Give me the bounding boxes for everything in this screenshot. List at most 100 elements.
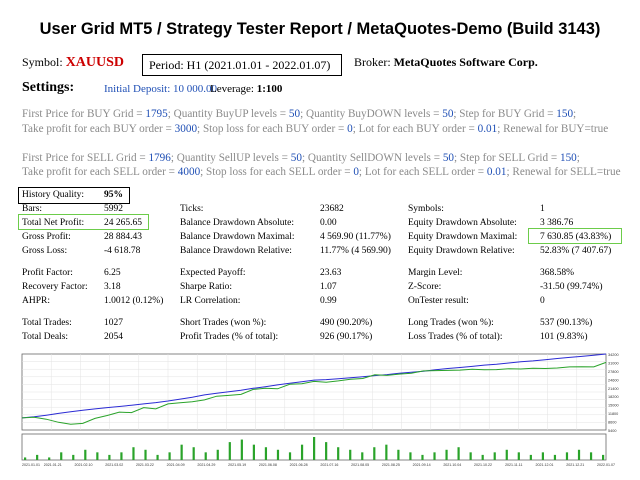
- y-tick-label: 24600: [608, 378, 619, 382]
- stat-label-net-profit: Total Net Profit:: [22, 218, 85, 228]
- history-quality-label: History Quality:: [22, 190, 85, 200]
- period-label: Period:: [149, 58, 184, 72]
- volume-bar: [553, 454, 557, 460]
- volume-bar: [457, 447, 460, 460]
- x-tick-label: 2021.12.21: [566, 463, 584, 467]
- volume-bar: [252, 444, 255, 460]
- volume-bar: [48, 457, 51, 460]
- stat-label-eq-dd-abs: Equity Drawdown Absolute:: [408, 218, 517, 228]
- volume-bar: [325, 442, 328, 460]
- x-tick-label: 2021.02.10: [74, 463, 92, 467]
- volume-bar: [529, 454, 532, 460]
- x-tick-label: 2021.08.25: [382, 463, 400, 467]
- param-text: ; Stop loss for each BUY order =: [197, 123, 348, 135]
- stat-label-bal-dd-abs: Balance Drawdown Absolute:: [180, 218, 294, 228]
- stat-label-long-trades: Long Trades (won %):: [408, 318, 494, 328]
- stat-value-bal-dd-abs: 0.00: [320, 218, 337, 228]
- param-text: ; Lot for each SELL order =: [358, 166, 487, 178]
- net-profit-highlight: [18, 214, 149, 230]
- param-text: ; Renewal for BUY=true: [497, 123, 609, 135]
- leverage: Leverage: 1:100: [210, 83, 282, 95]
- stat-label-margin-level: Margin Level:: [408, 268, 463, 278]
- stat-label-ontester: OnTester result:: [408, 296, 469, 306]
- stat-label-ahpr: AHPR:: [22, 296, 50, 306]
- stat-label-profit-trades: Profit Trades (% of total):: [180, 332, 279, 342]
- param-value: 50: [288, 108, 301, 120]
- stat-value-loss-trades: 101 (9.83%): [540, 332, 588, 342]
- settings-heading: Settings:: [22, 80, 75, 95]
- volume-bar: [192, 447, 195, 460]
- param-text: ;: [573, 108, 577, 120]
- stat-label-loss-trades: Loss Trades (% of total):: [408, 332, 503, 342]
- stat-value-bal-dd-rel: 11.77% (4 569.90): [320, 246, 391, 256]
- volume-bar: [276, 449, 280, 460]
- stat-label-profit-factor: Profit Factor:: [22, 268, 73, 278]
- stat-label-gross-profit: Gross Profit:: [22, 232, 71, 242]
- volume-bar: [433, 452, 436, 460]
- param-value: 1796: [148, 152, 171, 164]
- y-tick-label: 27800: [608, 370, 619, 374]
- leverage-label: Leverage:: [210, 83, 254, 95]
- stat-label-expected-payoff: Expected Payoff:: [180, 268, 246, 278]
- volume-bar: [144, 449, 147, 460]
- history-quality-value: 95%: [104, 190, 123, 200]
- param-text: Take profit for each SELL order =: [22, 166, 178, 178]
- symbol-label: Symbol:: [22, 55, 63, 69]
- param-text: Take profit for each BUY order =: [22, 123, 175, 135]
- broker-value: MetaQuotes Software Corp.: [393, 55, 538, 69]
- stat-value-total-trades: 1027: [104, 318, 123, 328]
- param-value: 0.01: [477, 123, 498, 135]
- x-tick-label: 2021.06.28: [290, 463, 308, 467]
- volume-bar: [409, 452, 412, 460]
- volume-bar: [108, 454, 111, 460]
- stat-label-bal-dd-rel: Balance Drawdown Relative:: [180, 246, 292, 256]
- period-box: Period: H1 (2021.01.01 - 2022.01.07): [142, 54, 342, 76]
- initial-deposit: Initial Deposit: 10 000.00: [104, 83, 218, 95]
- volume-bar: [96, 452, 99, 460]
- stat-value-bars: 5992: [104, 204, 123, 214]
- x-tick-label: 2021.11.11: [505, 463, 522, 467]
- param-value: 3000: [174, 123, 198, 135]
- stat-value-sharpe: 1.07: [320, 282, 337, 292]
- equity-line: [21, 361, 607, 425]
- volume-bar: [84, 449, 87, 460]
- x-tick-label: 2021.06.08: [259, 463, 277, 467]
- params-buy-line-2: Take profit for each BUY order = 3000; S…: [22, 123, 608, 135]
- report-title: User Grid MT5 / Strategy Tester Report /…: [39, 20, 601, 38]
- volume-bar: [204, 452, 207, 460]
- volume-bar: [216, 449, 219, 460]
- volume-bar: [168, 452, 171, 460]
- y-tick-label: 21400: [608, 387, 619, 391]
- param-value: 0: [347, 123, 353, 135]
- stat-label-recovery-factor: Recovery Factor:: [22, 282, 88, 292]
- volume-bar: [397, 449, 400, 460]
- volume-bar: [385, 444, 388, 460]
- volume-bar: [156, 454, 159, 460]
- y-tick-label: 18200: [608, 395, 619, 399]
- history-quality-box: [18, 187, 130, 204]
- stat-value-net-profit: 24 265.65: [104, 218, 142, 228]
- volume-bar: [541, 452, 544, 460]
- y-tick-label: 8600: [608, 421, 616, 425]
- y-tick-label: 5400: [608, 429, 616, 433]
- volume-bar: [469, 452, 472, 460]
- x-tick-label: 2021.01.21: [44, 463, 62, 467]
- symbol-value: XAUUSD: [65, 55, 125, 70]
- param-value: 150: [559, 152, 577, 164]
- param-text: ; Step for SELL Grid =: [454, 152, 560, 164]
- param-value: 50: [442, 108, 454, 120]
- stat-value-z-score: -31.50 (99.74%): [540, 282, 603, 292]
- stat-label-bars: Bars:: [22, 204, 43, 214]
- stat-value-ontester: 0: [540, 296, 545, 306]
- volume-bar: [602, 454, 605, 460]
- stat-value-margin-level: 368.58%: [540, 268, 575, 278]
- volume-bar: [577, 449, 581, 460]
- param-text: ; Stop loss for each SELL order =: [200, 166, 354, 178]
- volume-bar: [493, 452, 496, 460]
- x-tick-label: 2021.10.22: [474, 463, 492, 467]
- y-tick-label: 11800: [608, 412, 618, 416]
- symbol-row: Symbol: XAUUSD: [22, 55, 124, 79]
- stat-value-gross-profit: 28 884.43: [104, 232, 142, 242]
- volume-bar: [589, 452, 593, 460]
- stat-label-sharpe: Sharpe Ratio:: [180, 282, 232, 292]
